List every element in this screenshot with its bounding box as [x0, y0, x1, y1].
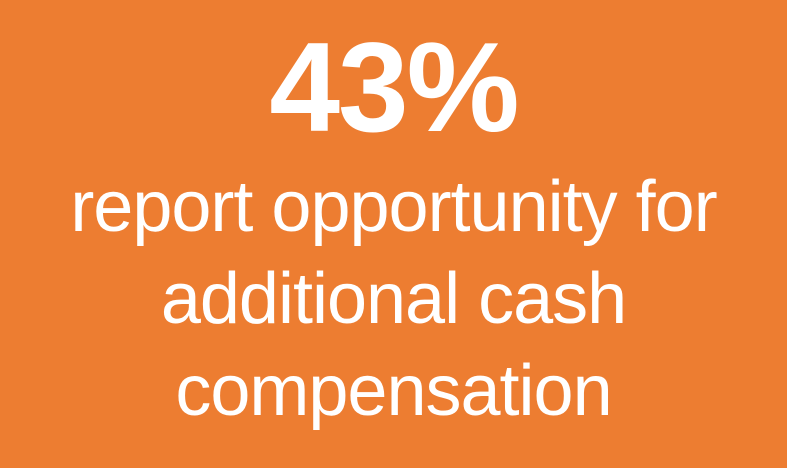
stat-value: 43%: [269, 16, 519, 158]
stat-description: report opportunity for additional cash c…: [70, 167, 717, 431]
